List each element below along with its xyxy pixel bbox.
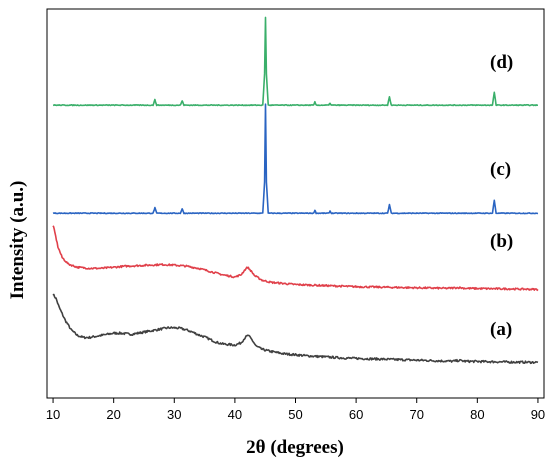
plot-area: 10 20 30 40 50 60 70 80 90 (a) (b) (c) (d): [46, 8, 545, 422]
x-axis-ticks: 10 20 30 40 50 60 70 80 90: [46, 398, 545, 422]
x-tick-label: 70: [409, 407, 423, 422]
x-tick-label: 80: [470, 407, 484, 422]
series-layer: [52, 16, 539, 365]
x-tick-label: 90: [531, 407, 545, 422]
series-line-b: [52, 225, 539, 292]
x-tick-label: 30: [167, 407, 181, 422]
x-tick-label: 60: [349, 407, 363, 422]
x-tick-label: 10: [46, 407, 60, 422]
x-tick-label: 40: [228, 407, 242, 422]
series-label-b: (b): [490, 231, 513, 252]
x-tick-label: 50: [288, 407, 302, 422]
y-axis-title: Intensity (a.u.): [7, 181, 28, 300]
series-label-d: (d): [490, 52, 513, 73]
series-line-d: [52, 16, 539, 107]
x-axis-title: 2θ (degrees): [246, 437, 344, 458]
series-labels: (a) (b) (c) (d): [490, 52, 513, 340]
plot-frame: [46, 8, 545, 399]
x-tick-label: 20: [106, 407, 120, 422]
series-line-c: [52, 103, 539, 215]
series-label-c: (c): [490, 159, 511, 180]
series-label-a: (a): [490, 319, 512, 340]
series-line-a: [52, 293, 539, 365]
